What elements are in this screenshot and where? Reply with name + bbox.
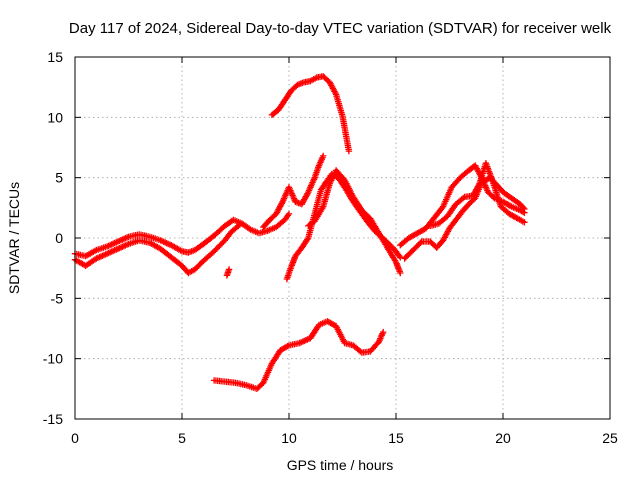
x-tick-label: 15 <box>388 430 404 446</box>
x-tick-label: 5 <box>178 430 186 446</box>
series-track-h <box>427 160 528 230</box>
plot-frame <box>74 56 611 420</box>
grid-layer <box>75 57 610 419</box>
data-layer <box>71 73 528 392</box>
series-gap-points <box>223 266 233 279</box>
series-track-a <box>71 210 293 260</box>
x-tick-label: 10 <box>281 430 297 446</box>
series-lower-arc <box>210 318 387 392</box>
series-track-f <box>397 162 528 249</box>
y-tick-label: 0 <box>55 230 63 246</box>
y-tick-label: 15 <box>47 49 63 65</box>
series-upper-arc <box>268 73 353 155</box>
x-axis-label: GPS time / hours <box>287 457 394 473</box>
marker-cluster <box>223 266 233 279</box>
y-tick-label: -15 <box>43 411 63 427</box>
x-tick-label: 0 <box>71 430 79 446</box>
y-tick-label: -5 <box>51 290 64 306</box>
marker-cluster <box>283 170 404 283</box>
series-track-d <box>283 170 404 283</box>
chart-title: Day 117 of 2024, Sidereal Day-to-day VTE… <box>69 20 612 37</box>
series-track-c <box>260 152 327 231</box>
x-tick-label: 20 <box>495 430 511 446</box>
marker-cluster <box>260 152 327 231</box>
x-tick-label: 25 <box>602 430 618 446</box>
marker-cluster <box>427 160 528 230</box>
y-tick-label: -10 <box>43 351 63 367</box>
series-track-g <box>401 174 528 262</box>
y-tick-label: 5 <box>55 170 63 186</box>
y-axis-label: SDTVAR / TECUs <box>6 182 22 294</box>
marker-cluster <box>305 167 404 277</box>
marker-cluster <box>210 318 387 392</box>
y-tick-label: 10 <box>47 109 63 125</box>
marker-cluster <box>268 73 353 155</box>
marker-cluster <box>401 174 528 262</box>
ticks-layer: 0 5 10 15 20 25 -15 -10 -5 0 5 10 15 <box>43 49 618 446</box>
marker-cluster <box>397 162 528 249</box>
series-track-e <box>305 167 404 277</box>
marker-cluster <box>71 210 293 260</box>
